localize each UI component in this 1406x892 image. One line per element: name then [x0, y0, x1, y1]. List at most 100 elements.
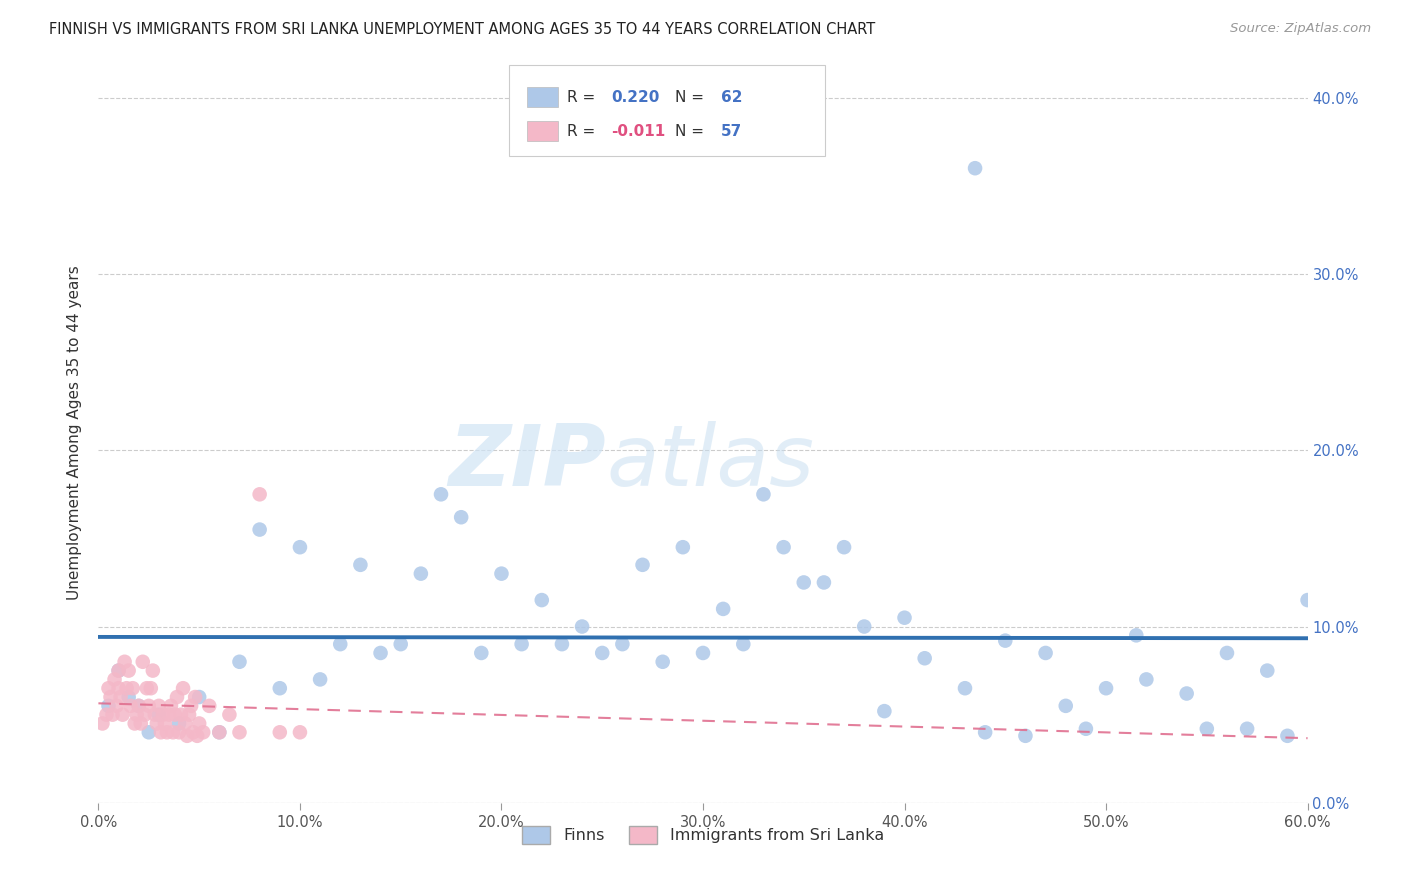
Point: [91, 716, 114, 731]
Text: Source: ZipAtlas.com: Source: ZipAtlas.com: [1230, 22, 1371, 36]
Point: [198, 698, 221, 713]
Point: [1277, 729, 1299, 743]
Point: [1236, 722, 1258, 736]
Point: [132, 655, 155, 669]
Point: [97, 698, 120, 713]
Point: [128, 698, 150, 713]
Text: -0.011: -0.011: [612, 124, 666, 138]
Point: [135, 681, 157, 696]
Point: [157, 707, 180, 722]
Point: [530, 593, 553, 607]
Point: [1014, 729, 1036, 743]
Point: [162, 725, 184, 739]
Point: [953, 681, 976, 696]
Point: [146, 716, 169, 731]
Point: [170, 707, 193, 722]
Point: [121, 681, 143, 696]
Point: [118, 690, 141, 704]
Text: N =: N =: [675, 124, 709, 138]
Point: [470, 646, 492, 660]
Point: [228, 725, 250, 739]
Point: [186, 729, 208, 743]
Text: N =: N =: [675, 90, 709, 104]
Point: [571, 619, 593, 633]
Point: [160, 698, 183, 713]
Point: [103, 673, 125, 687]
Point: [179, 707, 201, 722]
Legend: Finns, Immigrants from Sri Lanka: Finns, Immigrants from Sri Lanka: [515, 819, 891, 850]
Point: [180, 698, 202, 713]
Point: [134, 707, 156, 722]
Point: [163, 707, 186, 722]
Point: [591, 646, 613, 660]
Point: [176, 729, 198, 743]
Text: ZIP: ZIP: [449, 421, 606, 504]
Point: [491, 566, 513, 581]
Point: [853, 619, 876, 633]
Text: R =: R =: [567, 124, 600, 138]
Point: [631, 558, 654, 572]
Point: [128, 698, 150, 713]
Point: [1256, 664, 1278, 678]
Point: [138, 698, 160, 713]
Point: [551, 637, 574, 651]
Point: [893, 610, 915, 624]
Text: R =: R =: [567, 90, 600, 104]
Point: [672, 540, 695, 554]
Point: [188, 690, 211, 704]
Point: [167, 725, 190, 739]
Point: [1195, 722, 1218, 736]
Point: [1074, 722, 1097, 736]
Point: [1125, 628, 1147, 642]
Text: 0.220: 0.220: [612, 90, 659, 104]
Point: [115, 681, 138, 696]
Point: [184, 690, 207, 704]
Point: [172, 681, 194, 696]
Point: [733, 637, 755, 651]
Point: [752, 487, 775, 501]
Point: [873, 704, 896, 718]
Point: [772, 540, 794, 554]
Point: [651, 655, 673, 669]
Point: [110, 690, 132, 704]
Point: [149, 725, 172, 739]
Point: [148, 698, 170, 713]
Point: [120, 698, 142, 713]
Point: [349, 558, 371, 572]
Point: [138, 725, 160, 739]
Point: [114, 655, 136, 669]
Point: [1054, 698, 1077, 713]
Point: [409, 566, 432, 581]
Point: [1216, 646, 1239, 660]
Point: [450, 510, 472, 524]
Point: [309, 673, 332, 687]
Point: [510, 637, 533, 651]
Text: 57: 57: [721, 124, 742, 138]
Point: [1296, 593, 1319, 607]
Text: atlas: atlas: [606, 421, 814, 504]
Point: [125, 707, 148, 722]
Point: [124, 716, 146, 731]
Point: [139, 681, 162, 696]
Point: [389, 637, 412, 651]
Point: [269, 725, 291, 739]
Point: [181, 725, 204, 739]
Point: [118, 664, 141, 678]
Point: [269, 681, 291, 696]
Point: [288, 540, 311, 554]
Point: [105, 698, 128, 713]
Text: FINNISH VS IMMIGRANTS FROM SRI LANKA UNEMPLOYMENT AMONG AGES 35 TO 44 YEARS CORR: FINNISH VS IMMIGRANTS FROM SRI LANKA UNE…: [49, 22, 876, 37]
Point: [193, 725, 215, 739]
Point: [143, 707, 166, 722]
Point: [97, 681, 120, 696]
Point: [692, 646, 714, 660]
Y-axis label: Unemployment Among Ages 35 to 44 years: Unemployment Among Ages 35 to 44 years: [67, 265, 83, 600]
Point: [152, 707, 174, 722]
Point: [107, 664, 129, 678]
Point: [813, 575, 835, 590]
Point: [218, 707, 240, 722]
Point: [370, 646, 392, 660]
Point: [101, 707, 124, 722]
Point: [208, 725, 231, 739]
Point: [612, 637, 634, 651]
